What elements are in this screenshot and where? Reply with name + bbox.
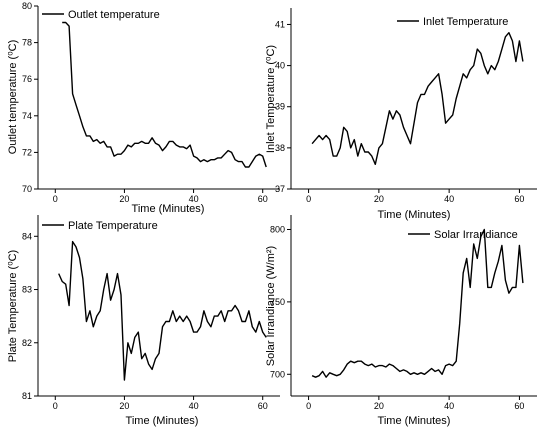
y-tick-label: 37: [275, 184, 285, 194]
y-tick-label: 80: [22, 1, 32, 11]
data-series: [62, 21, 267, 168]
legend-label: Inlet Temperature: [423, 16, 508, 28]
y-axis-label: Plate Temperature (⁰C): [7, 250, 19, 362]
series-line: [62, 21, 267, 168]
legend-label: Plate Temperature: [68, 220, 158, 232]
axis-ticks: 0 20 40 60 37 38 39 40 41: [275, 19, 524, 204]
x-axis-label: Time (Minutes): [378, 415, 451, 427]
plate-temperature-chart: 0 20 40 60 81 82 83 84 Plate Temperature Time (…: [7, 215, 280, 427]
x-tick-label: 60: [258, 194, 268, 204]
y-axis-label: Inlet Temperature (⁰C): [265, 45, 277, 153]
series-line: [58, 240, 267, 381]
legend-label: Outlet temperature: [68, 9, 160, 21]
y-tick-label: 72: [22, 147, 32, 157]
x-tick-label: 0: [53, 194, 58, 204]
series-line: [311, 32, 524, 166]
x-tick-label: 20: [374, 401, 384, 411]
x-axis-label: Time (Minutes): [378, 209, 451, 221]
x-axis-label: Time (Minutes): [126, 415, 199, 427]
outlet-temperature-chart: 0 20 40 60 70 72 74 76 78 80 Outlet temperature T…: [7, 1, 280, 215]
y-tick-label: 81: [22, 391, 32, 401]
legend: Inlet Temperature: [397, 16, 508, 28]
legend: Solar Irrandiance: [408, 229, 518, 241]
y-tick-label: 70: [22, 184, 32, 194]
y-tick-label: 40: [275, 61, 285, 71]
y-tick-label: 800: [270, 224, 285, 234]
legend: Plate Temperature: [42, 220, 158, 232]
x-tick-label: 40: [189, 194, 199, 204]
solar-irradiance-chart: 0 20 40 60 700 750 800 Solar Irrandiance Time …: [265, 215, 537, 427]
axis-ticks: 0 20 40 60 70 72 74 76 78 80: [22, 1, 268, 204]
series-line: [311, 228, 524, 378]
y-tick-label: 700: [270, 369, 285, 379]
y-tick-label: 39: [275, 102, 285, 112]
data-series: [311, 32, 524, 166]
x-tick-label: 40: [444, 194, 454, 204]
x-tick-label: 60: [514, 194, 524, 204]
inlet-temperature-chart: 0 20 40 60 37 38 39 40 41 Inlet Temperature Time…: [265, 8, 537, 221]
x-tick-label: 20: [119, 194, 129, 204]
y-tick-label: 41: [275, 19, 285, 29]
x-axis-label: Time (Minutes): [132, 203, 205, 215]
y-tick-label: 84: [22, 231, 32, 241]
axis-ticks: 0 20 40 60 81 82 83 84: [22, 231, 268, 411]
y-tick-label: 83: [22, 285, 32, 295]
x-tick-label: 0: [306, 194, 311, 204]
y-tick-label: 78: [22, 38, 32, 48]
y-tick-label: 750: [270, 297, 285, 307]
y-tick-label: 38: [275, 143, 285, 153]
y-tick-label: 76: [22, 74, 32, 84]
legend: Outlet temperature: [42, 9, 160, 21]
y-tick-label: 74: [22, 111, 32, 121]
y-tick-label: 82: [22, 338, 32, 348]
x-tick-label: 20: [119, 401, 129, 411]
data-series: [58, 240, 267, 381]
x-tick-label: 60: [258, 401, 268, 411]
legend-label: Solar Irrandiance: [434, 229, 518, 241]
axis-ticks: 0 20 40 60 700 750 800: [270, 224, 524, 411]
x-tick-label: 60: [514, 401, 524, 411]
x-tick-label: 40: [189, 401, 199, 411]
y-axis-label: Solar Irrandiance (W/m²): [265, 246, 277, 366]
data-series: [311, 228, 524, 378]
x-tick-label: 20: [374, 194, 384, 204]
y-axis-label: Outlet temperature (⁰C): [7, 40, 19, 154]
x-tick-label: 0: [53, 401, 58, 411]
x-tick-label: 0: [306, 401, 311, 411]
x-tick-label: 40: [444, 401, 454, 411]
